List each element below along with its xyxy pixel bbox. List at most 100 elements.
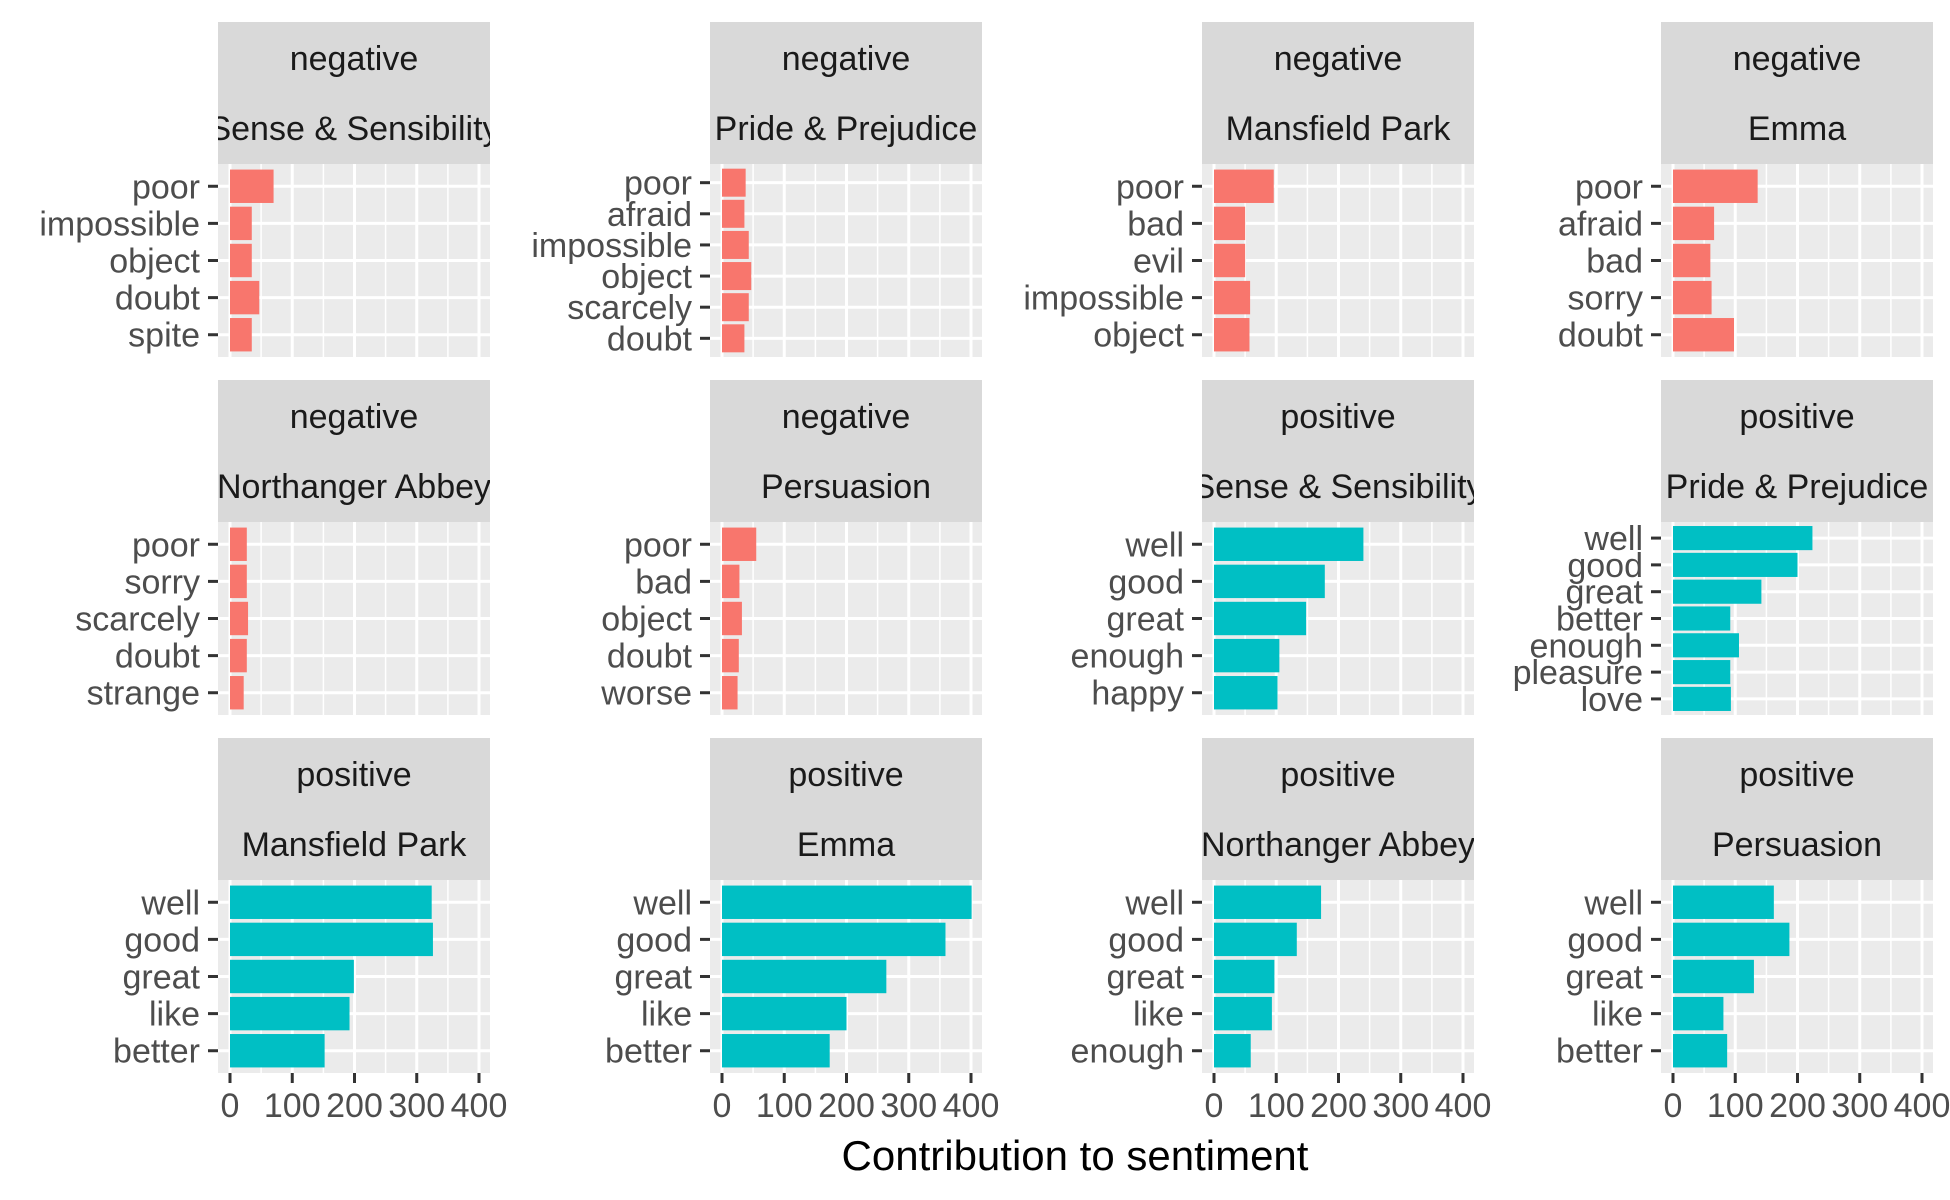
x-tick-label: 100 (1248, 1087, 1305, 1125)
y-tick-label: doubt (607, 320, 693, 358)
facet-panel: positive Persuasion wellgoodgreatlikebette… (1556, 738, 1950, 1125)
x-tick-label: 100 (1707, 1087, 1764, 1125)
y-tick-label: impossible (531, 227, 692, 265)
bar (230, 1034, 325, 1068)
bar (1673, 526, 1813, 551)
y-tick-label: well (1124, 884, 1184, 922)
y-tick-label: sorry (1567, 280, 1643, 318)
bar (1673, 206, 1715, 241)
bar (722, 638, 739, 673)
facet-panel: negative Northanger Abbey poorsorryscarcel… (75, 380, 490, 715)
y-tick-label: afraid (607, 196, 692, 234)
bar (1673, 280, 1712, 315)
strip-label-sentiment: negative (1274, 40, 1403, 78)
y-tick-label: like (149, 996, 200, 1034)
y-tick-label: enough (1071, 1033, 1184, 1071)
y-tick-label: doubt (607, 638, 693, 676)
y-tick-label: evil (1133, 243, 1184, 281)
strip-label-sentiment: positive (788, 756, 903, 794)
bar (230, 564, 247, 599)
bar (1673, 243, 1711, 278)
bar (722, 262, 752, 291)
bar (1673, 1034, 1728, 1068)
strip-label-sentiment: positive (1280, 756, 1395, 794)
facet-strip (218, 380, 490, 522)
facet-panel: negative Persuasion poorbadobjectdoubtwors… (600, 380, 982, 715)
x-tick-label: 300 (1831, 1087, 1888, 1125)
strip-label-book: Emma (797, 826, 895, 864)
x-tick-label: 300 (1372, 1087, 1429, 1125)
bar (722, 922, 946, 957)
x-tick-label: 400 (1894, 1087, 1950, 1125)
bar (1673, 686, 1731, 711)
y-tick-label: love (1581, 681, 1643, 719)
strip-label-book: Persuasion (1712, 826, 1882, 864)
y-tick-label: enough (1530, 627, 1643, 665)
y-tick-label: bad (1127, 205, 1184, 243)
bar (722, 959, 887, 994)
bar (1673, 660, 1731, 685)
y-tick-label: great (1107, 959, 1185, 997)
bar (230, 885, 432, 919)
bar (1673, 606, 1731, 631)
y-tick-label: pleasure (1513, 654, 1643, 692)
x-tick-label: 400 (1435, 1087, 1492, 1125)
facet-strip (1661, 22, 1933, 164)
bar (1673, 169, 1758, 203)
facet-panel: negative Sense & Sensibilitypoorimpossibl… (39, 22, 499, 357)
y-tick-label: good (1567, 921, 1643, 959)
y-tick-label: worse (600, 675, 692, 713)
bar (230, 601, 249, 636)
x-tick-label: 100 (264, 1087, 321, 1125)
bar (230, 996, 350, 1031)
y-tick-label: well (140, 884, 200, 922)
bar (230, 206, 252, 241)
bar (1673, 552, 1798, 577)
x-tick-label: 300 (880, 1087, 937, 1125)
bar (722, 293, 749, 322)
facet-strip (710, 380, 982, 522)
y-tick-label: like (641, 996, 692, 1034)
x-tick-label: 300 (388, 1087, 445, 1125)
y-tick-label: good (1108, 563, 1184, 601)
y-tick-label: great (615, 959, 693, 997)
y-tick-label: good (124, 921, 200, 959)
y-tick-label: doubt (115, 638, 201, 676)
bar (1214, 318, 1250, 352)
facet-panel: positive Northanger Abbey wellgoodgreatlik… (1071, 738, 1492, 1125)
strip-label-book: Mansfield Park (1226, 110, 1452, 148)
y-tick-label: strange (87, 675, 200, 713)
bar (1214, 676, 1278, 710)
strip-label-book: Persuasion (761, 468, 931, 506)
y-tick-label: better (113, 1033, 200, 1071)
facet-strip (710, 738, 982, 880)
y-tick-label: object (1093, 317, 1184, 355)
x-tick-label: 200 (1769, 1087, 1826, 1125)
y-tick-label: doubt (1558, 317, 1644, 355)
y-tick-label: well (1583, 520, 1643, 558)
y-tick-label: object (109, 243, 200, 281)
facet-strip (218, 22, 490, 164)
bar (1214, 243, 1246, 278)
x-axis-title: Contribution to sentiment (842, 1132, 1309, 1179)
bar (1673, 959, 1754, 994)
bar (722, 564, 740, 599)
y-tick-label: good (616, 921, 692, 959)
strip-label-sentiment: negative (290, 398, 419, 436)
facet-strip (710, 22, 982, 164)
y-tick-label: poor (1575, 168, 1643, 206)
strip-label-book: Sense & Sensibility (208, 110, 499, 148)
strip-label-book: Northanger Abbey (1201, 826, 1475, 864)
y-tick-label: happy (1091, 675, 1184, 713)
facet-strip (1661, 738, 1933, 880)
strip-label-sentiment: positive (296, 756, 411, 794)
y-tick-label: enough (1071, 638, 1184, 676)
strip-label-book: Sense & Sensibility (1192, 468, 1483, 506)
bar (1214, 206, 1246, 241)
y-tick-label: like (1133, 996, 1184, 1034)
bar (1214, 996, 1272, 1031)
y-tick-label: afraid (1558, 205, 1643, 243)
bar (1214, 564, 1325, 599)
bar (1214, 1034, 1251, 1068)
